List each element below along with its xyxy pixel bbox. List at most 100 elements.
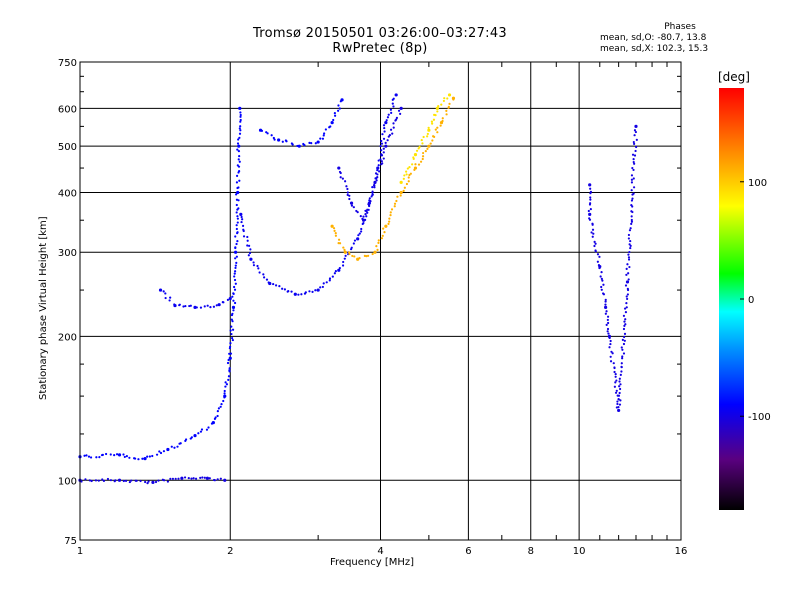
echo-sample	[419, 160, 423, 163]
echo-sample	[344, 254, 347, 257]
echo-sample	[619, 373, 622, 376]
echo-sample	[113, 454, 116, 457]
echo-sample	[382, 137, 386, 140]
echo-sample	[598, 266, 601, 270]
echo-sample	[380, 149, 383, 152]
echo-sample	[222, 399, 225, 403]
echo-sample	[237, 138, 240, 141]
echo-sample	[356, 211, 359, 214]
echo-sample	[383, 126, 386, 130]
echo-sample	[594, 250, 597, 253]
echo-sample	[109, 479, 113, 482]
echo-sample	[389, 108, 393, 111]
echo-sample	[606, 330, 609, 333]
echo-sample	[422, 151, 425, 155]
echo-sample	[199, 476, 202, 480]
echo-trace	[239, 93, 398, 296]
echo-sample	[380, 142, 384, 145]
echo-sample	[223, 392, 226, 395]
echo-sample	[166, 480, 170, 483]
echo-sample	[627, 237, 630, 240]
echo-sample	[237, 207, 240, 210]
y-tick-label: 500	[58, 142, 77, 153]
echo-sample	[605, 323, 608, 326]
echo-sample	[234, 257, 237, 260]
y-tick-label: 400	[58, 188, 77, 199]
y-axis: 75 100 200 300 400 500 600 750	[58, 58, 681, 547]
echo-sample	[388, 217, 391, 220]
echo-sample	[234, 246, 237, 249]
echo-sample	[621, 348, 624, 351]
echo-point	[399, 180, 403, 184]
echo-sample	[630, 174, 634, 177]
echo-sample	[630, 189, 633, 192]
echo-sample	[630, 181, 634, 184]
echo-sample	[623, 332, 627, 335]
echo-point	[223, 478, 227, 482]
echo-sample	[128, 456, 131, 459]
echo-sample	[308, 141, 311, 144]
echo-sample	[621, 357, 624, 360]
echo-sample	[343, 257, 346, 260]
echo-sample	[274, 284, 278, 287]
echo-sample	[235, 255, 238, 258]
echo-sample	[237, 186, 240, 189]
echo-sample	[613, 366, 616, 370]
echo-sample	[621, 338, 624, 341]
echo-point	[447, 93, 452, 97]
echo-sample	[442, 99, 445, 103]
echo-sample	[606, 315, 610, 318]
echo-sample	[187, 476, 190, 480]
echo-sample	[376, 176, 379, 179]
echo-sample	[618, 387, 622, 391]
echo-sample	[227, 375, 231, 378]
echo-sample	[238, 170, 241, 173]
echo-sample	[589, 187, 592, 190]
echo-sample	[630, 199, 634, 202]
echo-sample	[367, 254, 370, 257]
echo-sample	[614, 391, 618, 394]
echo-sample	[212, 305, 216, 308]
echo-sample	[414, 163, 417, 166]
echo-sample	[154, 480, 158, 484]
echo-sample	[360, 230, 363, 233]
echo-sample	[249, 248, 252, 251]
echo-sample	[448, 102, 451, 105]
echo-sample	[229, 342, 232, 345]
echo-point	[158, 288, 163, 292]
echo-sample	[402, 189, 405, 192]
echo-sample	[231, 312, 234, 315]
echo-sample	[596, 253, 600, 256]
echo-sample	[382, 227, 385, 230]
echo-sample	[633, 134, 636, 137]
echo-sample	[234, 282, 237, 285]
echo-sample	[314, 142, 317, 145]
echo-sample	[224, 385, 227, 388]
echo-sample	[625, 302, 628, 305]
echo-sample	[421, 155, 425, 158]
echo-sample	[247, 254, 250, 257]
echo-sample	[384, 141, 387, 144]
echo-point	[268, 281, 272, 286]
echo-sample	[409, 172, 412, 175]
echo-sample	[339, 171, 342, 175]
echo-sample	[231, 338, 234, 342]
echo-sample	[236, 221, 239, 224]
echo-sample	[137, 458, 140, 461]
echo-sample	[392, 97, 395, 100]
echo-sample	[184, 304, 187, 308]
echo-trace	[587, 124, 638, 413]
echo-sample	[380, 237, 384, 240]
echo-sample	[238, 136, 241, 139]
echo-sample	[625, 306, 628, 309]
echo-point	[337, 268, 341, 272]
echo-sample	[632, 160, 635, 164]
echo-sample	[215, 304, 218, 307]
echo-sample	[300, 293, 303, 296]
y-tick-label: 600	[58, 104, 77, 115]
echo-sample	[617, 394, 621, 397]
echo-sample	[205, 428, 209, 431]
echo-sample	[333, 114, 337, 117]
echo-sample	[239, 118, 242, 122]
echo-sample	[184, 438, 188, 441]
